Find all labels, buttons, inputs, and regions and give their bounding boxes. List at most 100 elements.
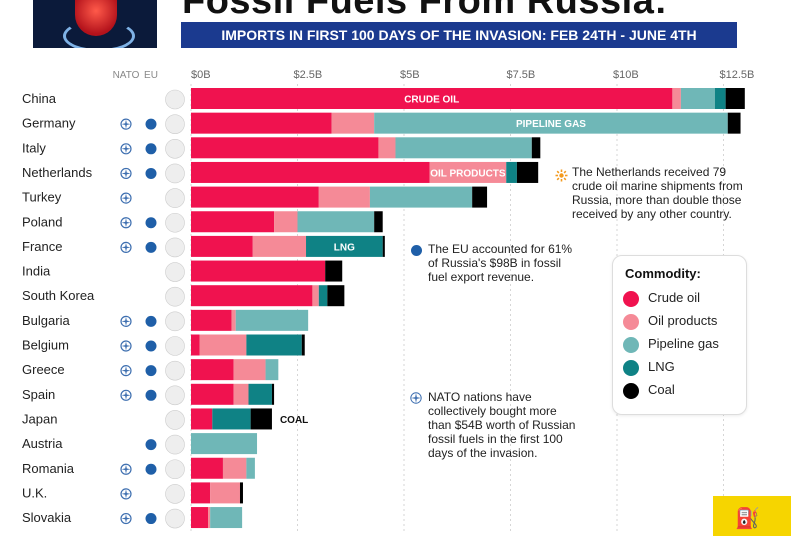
tick-label: $12.5B [720, 69, 755, 81]
nato-star-icon [121, 144, 131, 154]
ring-graphic [63, 20, 135, 48]
page-title: Fossil Fuels From Russia: [182, 0, 668, 22]
flag-icon-greece [165, 360, 185, 381]
country-label-france: France [22, 239, 62, 254]
bar-south-korea-lng [318, 285, 328, 307]
eu-marker-icon [145, 340, 157, 352]
bar-south-korea-crude-oil [191, 285, 313, 307]
bar-u-k-oil-products [210, 482, 240, 504]
tick-label: $7.5B [507, 69, 536, 81]
eu-marker-icon [145, 241, 157, 253]
legend-title: Commodity: [625, 266, 701, 281]
eu-marker-icon [145, 389, 157, 401]
bar-poland-crude-oil [191, 211, 275, 233]
bar-china-lng [714, 88, 726, 109]
country-label-turkey: Turkey [22, 190, 62, 205]
bar-china-coal [725, 88, 745, 109]
bar-romania-crude-oil [191, 457, 223, 479]
country-label-south-korea: South Korea [22, 288, 95, 303]
bar-turkey-oil-products [318, 186, 370, 208]
eu-marker-icon [145, 118, 157, 130]
country-label-u-k: U.K. [22, 485, 47, 500]
flag-icon-turkey [165, 188, 185, 208]
nato-marker-icon [120, 389, 132, 401]
bar-india-coal [325, 260, 343, 282]
bar-slovakia-oil-products [208, 507, 211, 529]
nato-star-icon [121, 193, 131, 203]
flag-icon-japan [165, 410, 185, 430]
bar-japan-crude-oil [191, 408, 213, 430]
bar-south-korea-oil-products [312, 285, 319, 307]
eu-icon [411, 245, 422, 256]
legend-item-coal: Coal [623, 381, 675, 399]
flag-icon-romania [165, 459, 185, 480]
country-label-belgium: Belgium [22, 338, 69, 353]
bar-slovakia-pipeline-gas [210, 507, 243, 529]
oil-rig-icon: ⛽ [735, 508, 760, 530]
nato-star-icon [121, 366, 131, 376]
nato-star-icon [121, 464, 131, 474]
nato-marker-icon [120, 315, 132, 327]
nato-star-icon [121, 168, 131, 178]
flag-icon-italy [165, 139, 185, 159]
country-label-japan: Japan [22, 411, 57, 426]
bar-france-coal [382, 235, 385, 257]
nato-icon [410, 391, 422, 404]
bar-poland-coal [374, 211, 383, 233]
eu-marker-icon [145, 217, 157, 229]
note-nato: NATO nations have collectively bought mo… [428, 390, 576, 460]
tick-label: $2.5B [294, 69, 323, 81]
flag-icon-u-k [165, 484, 185, 504]
country-label-spain: Spain [22, 387, 55, 402]
bar-romania-oil-products [222, 457, 247, 479]
bar-south-korea-coal [327, 285, 345, 307]
swatch-pipeline-gas [623, 336, 639, 353]
nato-marker-icon [120, 365, 132, 377]
flag-icon-austria [165, 434, 185, 455]
flag-icon-poland [165, 212, 185, 233]
country-label-china: China [22, 91, 57, 106]
nato-column-header: NATO [113, 70, 140, 81]
nato-marker-icon [120, 143, 132, 155]
bar-belgium-coal [301, 334, 305, 356]
legend-item-crude-oil: Crude oil [623, 289, 700, 307]
tick-label: $10B [613, 69, 639, 81]
nato-star-icon [121, 390, 131, 400]
eu-marker-icon [145, 143, 157, 155]
nato-star-icon [121, 489, 131, 499]
nato-star-icon [121, 514, 131, 524]
eu-marker-icon [145, 439, 157, 451]
bar-label-oil-products: OIL PRODUCTS [430, 168, 506, 179]
bar-japan-coal [250, 408, 272, 430]
bar-turkey-coal [472, 186, 488, 208]
bar-bulgaria-oil-products [231, 309, 236, 331]
bar-netherlands-oil-products [429, 161, 507, 183]
bar-poland-pipeline-gas [297, 211, 375, 233]
bar-japan-lng [212, 408, 251, 430]
bar-u-k-coal [239, 482, 243, 504]
tick-label: $5B [400, 69, 420, 81]
bar-china-crude-oil [191, 88, 673, 109]
bar-label-crude-oil: CRUDE OIL [404, 95, 459, 106]
note-eu: The EU accounted for 61% of Russia's $98… [428, 242, 573, 284]
bar-label-pipeline-gas: PIPELINE GAS [516, 119, 586, 130]
bar-germany-oil-products [331, 112, 375, 134]
flag-icon-india [165, 262, 185, 282]
bar-france-oil-products [252, 235, 307, 257]
legend: Commodity: Crude oil Oil products Pipeli… [612, 255, 747, 415]
legend-item-lng: LNG [623, 358, 675, 376]
bar-bulgaria-pipeline-gas [235, 309, 309, 331]
swatch-oil-products [623, 313, 639, 330]
bar-china-pipeline-gas [680, 88, 715, 109]
nato-marker-icon [120, 241, 132, 253]
flag-icon-bulgaria [165, 311, 185, 332]
bar-belgium-lng [246, 334, 302, 356]
brand-logo: ⛽ [713, 496, 791, 536]
flag-icon-germany [165, 114, 185, 134]
page-subtitle: IMPORTS IN FIRST 100 DAYS OF THE INVASIO… [181, 22, 737, 48]
bar-greece-pipeline-gas [265, 359, 279, 381]
bar-italy-oil-products [378, 137, 396, 159]
swatch-coal [623, 382, 639, 399]
flag-icon-slovakia [165, 508, 185, 529]
bar-germany-crude-oil [191, 112, 332, 134]
